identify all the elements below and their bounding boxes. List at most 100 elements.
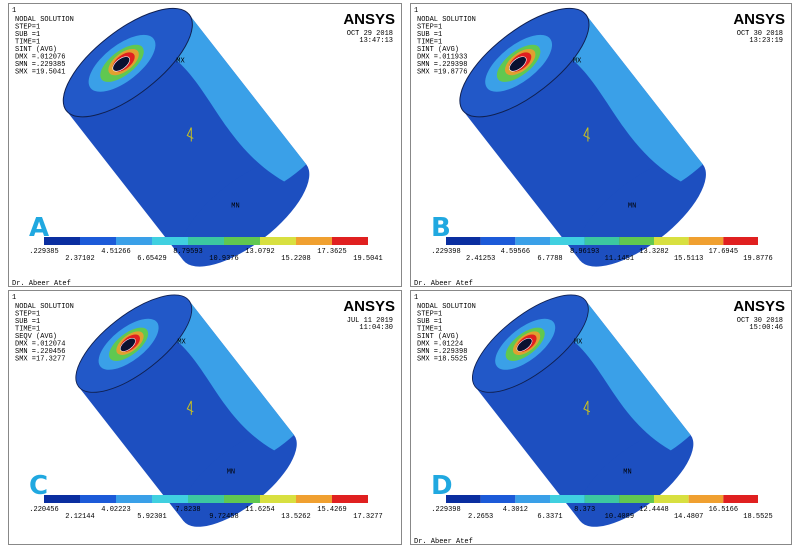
- legend-label: 18.5525: [743, 513, 772, 521]
- legend-label: 15.4269: [317, 506, 346, 514]
- legend-label: 8.373: [574, 506, 595, 514]
- legend-swatch: [224, 495, 260, 503]
- legend-swatch: [260, 237, 296, 245]
- legend-swatch: [296, 495, 332, 503]
- legend-label: .229398: [431, 248, 460, 256]
- legend-label: 19.5041: [353, 255, 382, 263]
- ansys-logo: ANSYS: [343, 11, 395, 28]
- legend-swatch: [619, 237, 654, 245]
- legend-label: 19.8776: [743, 255, 772, 263]
- legend-swatch: [296, 237, 332, 245]
- legend-swatch: [585, 237, 620, 245]
- legend-swatch: [116, 237, 152, 245]
- legend-label: 7.8238: [175, 506, 200, 514]
- legend-swatch: [152, 495, 188, 503]
- legend-label: 10.4089: [605, 513, 634, 521]
- panel-canvas: MXMN1NODAL SOLUTIONSTEP=1SUB =1TIME=1SIN…: [9, 4, 403, 288]
- legend-swatch: [152, 237, 188, 245]
- max-marker: MX: [176, 57, 185, 65]
- time: 11:04:30: [359, 324, 393, 332]
- legend-label: 13.3282: [639, 248, 668, 256]
- legend-label: 6.65429: [137, 255, 166, 263]
- legend-label: 5.92301: [137, 513, 166, 521]
- legend-swatch: [446, 495, 481, 503]
- legend-label: 12.4448: [639, 506, 668, 514]
- legend-swatch: [585, 495, 620, 503]
- legend-label: 17.6945: [709, 248, 738, 256]
- panel-canvas: MXMN1NODAL SOLUTIONSTEP=1SUB =1TIME=1SEQ…: [9, 291, 403, 545]
- legend-label: 14.4807: [674, 513, 703, 521]
- legend-swatch: [44, 237, 80, 245]
- ansys-logo: ANSYS: [733, 11, 785, 28]
- legend-swatch: [446, 237, 481, 245]
- legend-label: 9.72458: [209, 513, 238, 521]
- time: 13:47:13: [359, 37, 393, 45]
- legend-label: 13.5262: [281, 513, 310, 521]
- legend-swatch: [689, 237, 724, 245]
- time: 13:23:19: [749, 37, 783, 45]
- credit: Dr. Abeer Atef: [12, 280, 71, 288]
- legend-swatch: [481, 237, 516, 245]
- window-index: 1: [12, 294, 16, 302]
- legend-label: 17.3625: [317, 248, 346, 256]
- legend-label: 11.1451: [605, 255, 634, 263]
- legend-label: 13.0792: [245, 248, 274, 256]
- credit: Dr. Abeer Atef: [414, 280, 473, 288]
- legend-label: 4.3012: [503, 506, 528, 514]
- legend-label: 2.12144: [65, 513, 94, 521]
- min-marker: MN: [231, 202, 239, 210]
- legend-swatch: [224, 237, 260, 245]
- header-line: SMX =18.5525: [417, 356, 467, 364]
- credit: Dr. Abeer Atef: [414, 538, 473, 545]
- time: 15:00:46: [749, 324, 783, 332]
- legend-swatch: [723, 495, 758, 503]
- legend-swatch: [515, 237, 550, 245]
- legend-swatch: [619, 495, 654, 503]
- legend-label: 16.5166: [709, 506, 738, 514]
- legend-label: 2.2653: [468, 513, 493, 521]
- legend-label: 4.51266: [101, 248, 130, 256]
- legend-label: 4.02223: [101, 506, 130, 514]
- legend-swatch: [481, 495, 516, 503]
- legend-label: 17.3277: [353, 513, 382, 521]
- legend-swatch: [654, 237, 689, 245]
- legend-label: .229398: [431, 506, 460, 514]
- legend-swatch: [116, 495, 152, 503]
- legend-swatch: [689, 495, 724, 503]
- legend-swatch: [188, 495, 224, 503]
- legend-swatch: [332, 237, 368, 245]
- legend-label: 8.79593: [173, 248, 202, 256]
- min-marker: MN: [628, 202, 636, 210]
- legend-label: .220456: [29, 506, 58, 514]
- legend-label: 10.9376: [209, 255, 238, 263]
- legend-label: 8.96193: [570, 248, 599, 256]
- legend-label: 15.2208: [281, 255, 310, 263]
- legend-swatch: [188, 237, 224, 245]
- legend-swatch: [80, 495, 116, 503]
- legend-label: 15.5113: [674, 255, 703, 263]
- max-marker: MX: [574, 339, 583, 347]
- legend-label: 2.41253: [466, 255, 495, 263]
- max-marker: MX: [177, 339, 186, 347]
- max-marker: MX: [573, 57, 582, 65]
- legend-label: .229385: [29, 248, 58, 256]
- legend-swatch: [80, 237, 116, 245]
- legend-swatch: [654, 495, 689, 503]
- legend-swatch: [550, 237, 585, 245]
- ansys-logo: ANSYS: [343, 298, 395, 315]
- header-line: SMX =17.3277: [15, 356, 65, 364]
- legend-swatch: [550, 495, 585, 503]
- header-line: SMX =19.8776: [417, 69, 467, 77]
- legend-swatch: [515, 495, 550, 503]
- legend-swatch: [332, 495, 368, 503]
- legend-label: 6.3371: [537, 513, 562, 521]
- legend-label: 2.37102: [65, 255, 94, 263]
- window-index: 1: [414, 294, 418, 302]
- figure: MXMN1NODAL SOLUTIONSTEP=1SUB =1TIME=1SIN…: [0, 0, 792, 545]
- legend-label: 11.6254: [245, 506, 274, 514]
- legend-swatch: [260, 495, 296, 503]
